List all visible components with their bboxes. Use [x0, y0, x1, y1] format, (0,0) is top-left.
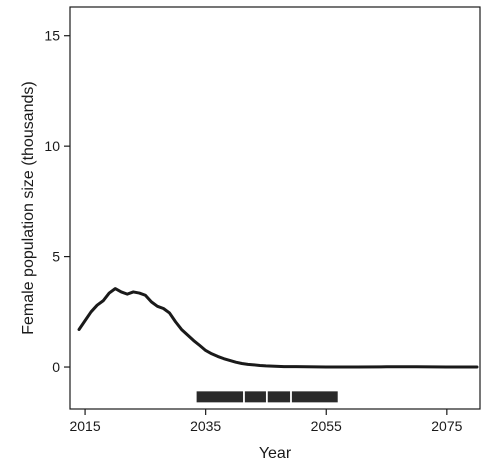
- x-tick-label: 2035: [190, 418, 221, 434]
- y-axis-ticks: 0 5 10 15: [44, 28, 70, 375]
- period-bars: [196, 391, 338, 403]
- x-axis-title: Year: [259, 445, 292, 462]
- population-line: [77, 287, 479, 369]
- period-bar-segment: [196, 391, 244, 403]
- period-bar-segment: [291, 391, 338, 403]
- x-tick-label: 2075: [431, 418, 462, 434]
- x-axis-ticks: 2015 2035 2055 2075: [69, 409, 463, 434]
- y-tick-label: 10: [44, 138, 60, 154]
- y-axis-title: Female population size (thousands): [20, 81, 37, 334]
- y-tick-label: 15: [44, 28, 60, 44]
- x-tick-label: 2055: [311, 418, 342, 434]
- period-bar-segment: [244, 391, 266, 403]
- period-bar-segment: [267, 391, 291, 403]
- x-tick-label: 2015: [69, 418, 100, 434]
- plot-frame: [69, 6, 481, 410]
- y-tick-label: 5: [52, 249, 60, 265]
- y-tick-label: 0: [52, 359, 60, 375]
